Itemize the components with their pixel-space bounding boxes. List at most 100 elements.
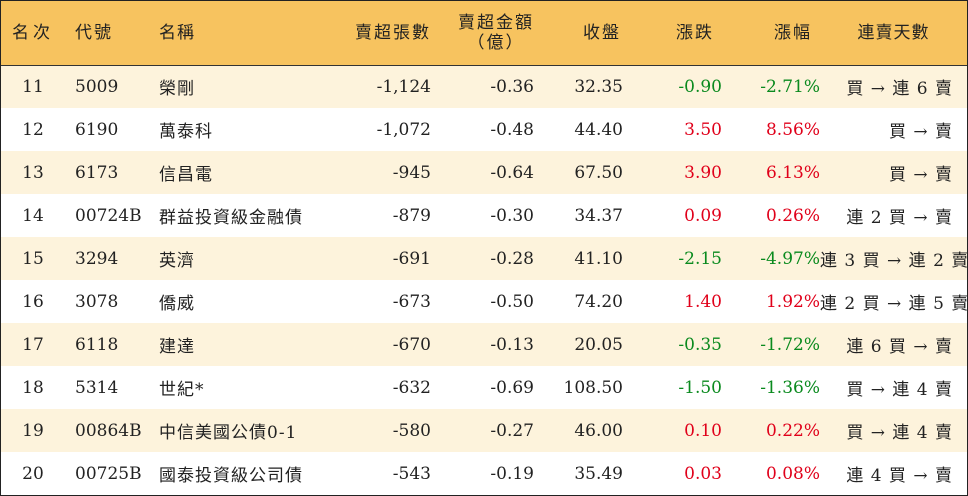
cell-change-pct: 0.26% xyxy=(765,205,820,226)
cell-change: 3.90 xyxy=(684,162,722,183)
cell-name: 僑威 xyxy=(159,294,195,314)
cell-change-pct: -1.36% xyxy=(760,377,820,398)
cell-rank: 11 xyxy=(22,76,44,97)
cell-close: 34.37 xyxy=(574,205,623,226)
cell-net-sell-lots: -632 xyxy=(392,377,431,398)
cell-close: 32.35 xyxy=(574,76,623,97)
table-row: 18 5314 世紀* -632 -0.69 108.50 -1.50 -1.36% 買 → 連… xyxy=(1,366,967,409)
cell-streak: 連 2 買 → 連 5 賣 xyxy=(820,294,968,314)
cell-change-pct: -1.72% xyxy=(760,334,820,355)
cell-net-sell-amount: -0.48 xyxy=(490,119,534,140)
cell-name: 群益投資級金融債 xyxy=(159,208,303,228)
cell-change-pct: 6.13% xyxy=(765,162,820,183)
cell-change: -0.35 xyxy=(678,334,722,355)
cell-net-sell-amount: -0.19 xyxy=(490,463,534,484)
cell-net-sell-amount: -0.30 xyxy=(490,205,534,226)
cell-change: 0.03 xyxy=(684,463,722,484)
cell-net-sell-amount: -0.50 xyxy=(490,291,534,312)
cell-code: 5009 xyxy=(75,76,119,97)
cell-code: 00864B xyxy=(75,420,142,441)
cell-net-sell-lots: -945 xyxy=(392,162,431,183)
cell-close: 35.49 xyxy=(574,463,623,484)
table-row: 15 3294 英濟 -691 -0.28 41.10 -2.15 -4.97% 連 3 買 →… xyxy=(1,237,968,280)
cell-change-pct: 1.92% xyxy=(765,291,820,312)
table-row: 14 00724B 群益投資級金融債 -879 -0.30 34.37 0.09 0.26% 連… xyxy=(1,194,967,237)
cell-code: 5314 xyxy=(75,377,119,398)
cell-rank: 20 xyxy=(22,463,44,484)
table-header-row: 名次 代號 名稱 賣超張數 賣超金額 （億） 收盤 漲跌 漲幅 連賣天數 xyxy=(1,1,967,66)
cell-streak: 連 2 買 → 賣 xyxy=(846,208,953,228)
table-row: 17 6118 建達 -670 -0.13 20.05 -0.35 -1.72% 連 6 買 →… xyxy=(1,323,967,366)
table-row: 11 5009 榮剛 -1,124 -0.36 32.35 -0.90 -2.71% 買 → 連… xyxy=(1,65,967,108)
cell-change: 0.10 xyxy=(684,420,722,441)
cell-change-pct: 8.56% xyxy=(765,119,820,140)
cell-net-sell-amount: -0.64 xyxy=(490,162,534,183)
cell-close: 44.40 xyxy=(574,119,623,140)
cell-name: 國泰投資級公司債 xyxy=(159,466,303,486)
cell-streak: 連 3 買 → 連 2 賣 xyxy=(820,251,968,271)
header-net-sell-lots: 賣超張數 xyxy=(319,1,431,66)
cell-change: 1.40 xyxy=(684,291,722,312)
cell-code: 00724B xyxy=(75,205,142,226)
cell-rank: 16 xyxy=(22,291,44,312)
header-streak: 連賣天數 xyxy=(820,1,967,66)
cell-rank: 13 xyxy=(22,162,44,183)
cell-name: 世紀* xyxy=(159,380,205,400)
header-net-sell-amount-line2: （億） xyxy=(467,32,525,53)
cell-change: 0.09 xyxy=(684,205,722,226)
cell-net-sell-lots: -670 xyxy=(392,334,431,355)
cell-net-sell-lots: -691 xyxy=(392,248,431,269)
cell-streak: 連 6 買 → 賣 xyxy=(846,337,953,357)
cell-code: 6190 xyxy=(75,119,119,140)
cell-change-pct: 0.08% xyxy=(765,463,820,484)
header-change-pct: 漲幅 xyxy=(722,1,820,66)
cell-streak: 連 4 買 → 賣 xyxy=(846,466,953,486)
cell-name: 英濟 xyxy=(159,251,195,271)
cell-name: 榮剛 xyxy=(159,79,195,100)
table-row: 19 00864B 中信美國公債0-1 -580 -0.27 46.00 0.10 0.22%… xyxy=(1,409,967,452)
header-rank: 名次 xyxy=(1,1,65,66)
cell-close: 74.20 xyxy=(574,291,623,312)
cell-net-sell-lots: -879 xyxy=(392,205,431,226)
cell-net-sell-amount: -0.13 xyxy=(490,334,534,355)
cell-net-sell-amount: -0.36 xyxy=(490,76,534,97)
cell-close: 67.50 xyxy=(574,162,623,183)
cell-net-sell-amount: -0.27 xyxy=(490,420,534,441)
table-row: 16 3078 僑威 -673 -0.50 74.20 1.40 1.92% 連 2 買 → 連… xyxy=(1,280,968,323)
cell-streak: 買 → 賣 xyxy=(888,165,953,185)
cell-rank: 19 xyxy=(22,420,44,441)
table-row: 12 6190 萬泰科 -1,072 -0.48 44.40 3.50 8.56% 買 → 賣 xyxy=(1,108,967,151)
cell-close: 46.00 xyxy=(574,420,623,441)
cell-name: 建達 xyxy=(159,337,195,357)
cell-name: 萬泰科 xyxy=(159,122,213,142)
cell-rank: 12 xyxy=(22,119,44,140)
cell-code: 6173 xyxy=(75,162,119,183)
cell-change: -2.15 xyxy=(678,248,722,269)
cell-streak: 買 → 連 4 賣 xyxy=(846,423,953,443)
cell-name: 中信美國公債0-1 xyxy=(159,423,298,443)
cell-code: 3078 xyxy=(75,291,119,312)
cell-rank: 15 xyxy=(22,248,44,269)
header-close: 收盤 xyxy=(534,1,623,66)
cell-code: 3294 xyxy=(75,248,119,269)
cell-change: -1.50 xyxy=(678,377,722,398)
cell-change-pct: -2.71% xyxy=(760,76,820,97)
cell-change: 3.50 xyxy=(684,119,722,140)
cell-change-pct: 0.22% xyxy=(765,420,820,441)
cell-code: 00725B xyxy=(75,463,142,484)
cell-streak: 買 → 連 4 賣 xyxy=(846,380,953,400)
cell-net-sell-amount: -0.28 xyxy=(490,248,534,269)
cell-net-sell-lots: -543 xyxy=(392,463,431,484)
cell-close: 20.05 xyxy=(574,334,623,355)
cell-name: 信昌電 xyxy=(159,165,213,185)
cell-rank: 18 xyxy=(22,377,44,398)
cell-code: 6118 xyxy=(75,334,119,355)
cell-rank: 17 xyxy=(22,334,44,355)
header-code: 代號 xyxy=(65,1,159,66)
cell-streak: 買 → 賣 xyxy=(888,122,953,142)
header-net-sell-amount: 賣超金額 （億） xyxy=(431,1,534,66)
cell-change-pct: -4.97% xyxy=(760,248,820,269)
table-body: 11 5009 榮剛 -1,124 -0.36 32.35 -0.90 -2.71% 買 → 連… xyxy=(1,65,968,495)
